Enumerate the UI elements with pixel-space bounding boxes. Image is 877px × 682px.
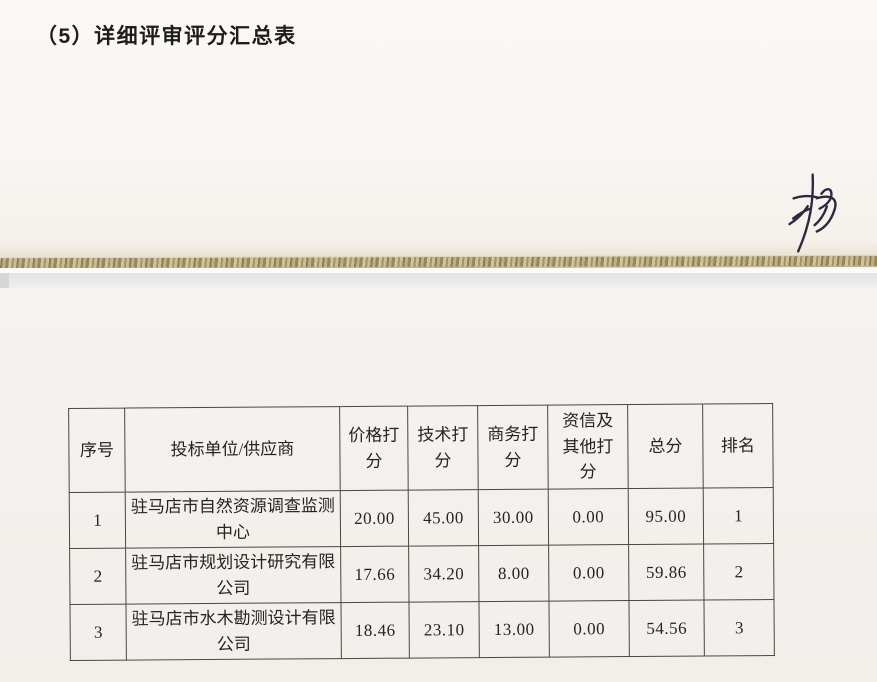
total-score-cell: 54.56 xyxy=(628,600,705,657)
table-row: 2 驻马店市规划设计研究有限公司 17.66 34.20 8.00 0.00 5… xyxy=(69,543,774,605)
page-seam-edge xyxy=(0,254,877,270)
tech-score-cell: 34.20 xyxy=(408,545,479,603)
page-seam-highlight xyxy=(0,268,877,273)
total-score-cell: 59.86 xyxy=(628,544,704,601)
supplier-cell: 驻马店市规划设计研究有限公司 xyxy=(125,546,341,605)
table-row: 3 驻马店市水木勘测设计有限公司 18.46 23.10 13.00 0.00 … xyxy=(69,599,775,661)
credit-other-score-cell: 0.00 xyxy=(548,488,629,546)
price-score-cell: 20.00 xyxy=(340,490,409,547)
header-tech-score: 技术打分 xyxy=(407,405,479,491)
business-score-cell: 13.00 xyxy=(478,601,550,658)
row-no-cell: 3 xyxy=(69,604,127,661)
header-price-score: 价格打分 xyxy=(339,406,409,491)
rank-cell: 3 xyxy=(703,599,775,657)
supplier-cell: 驻马店市自然资源调查监测中心 xyxy=(125,490,341,549)
signature-ink-strokes xyxy=(788,173,837,253)
score-summary-table: 序号 投标单位/供应商 价格打分 技术打分 商务打分 资信及其他打分 总分 排名… xyxy=(68,403,775,661)
rank-cell: 2 xyxy=(703,543,774,601)
credit-other-score-cell: 0.00 xyxy=(548,600,630,658)
table-header-row: 序号 投标单位/供应商 价格打分 技术打分 商务打分 资信及其他打分 总分 排名 xyxy=(68,403,774,493)
page-seam-notch xyxy=(0,273,9,288)
price-score-cell: 17.66 xyxy=(340,546,409,603)
rank-cell: 1 xyxy=(703,487,774,545)
row-no-cell: 1 xyxy=(69,492,126,549)
handwritten-signature: 杨 xyxy=(778,162,849,265)
header-business-score: 商务打分 xyxy=(477,405,549,490)
header-credit-other-label: 资信及其他打分 xyxy=(562,411,614,482)
price-score-cell: 18.46 xyxy=(340,602,410,659)
upper-sheet: （5）详细评审评分汇总表 杨 xyxy=(0,0,877,257)
lower-sheet: 序号 投标单位/供应商 价格打分 技术打分 商务打分 资信及其他打分 总分 排名… xyxy=(0,288,877,682)
table-row: 1 驻马店市自然资源调查监测中心 20.00 45.00 30.00 0.00 … xyxy=(69,487,774,549)
page-title: （5）详细评审评分汇总表 xyxy=(36,25,297,48)
credit-other-score-cell: 0.00 xyxy=(548,544,629,602)
header-rank: 排名 xyxy=(702,403,774,489)
tech-score-cell: 23.10 xyxy=(408,601,480,659)
header-total-score: 总分 xyxy=(627,404,704,489)
business-score-cell: 30.00 xyxy=(478,489,549,546)
page-seam-shadow xyxy=(0,273,877,288)
header-no: 序号 xyxy=(68,408,126,493)
supplier-cell: 驻马店市水木勘测设计有限公司 xyxy=(125,602,342,661)
row-no-cell: 2 xyxy=(69,548,126,605)
header-credit-other-score: 资信及其他打分 xyxy=(547,404,629,490)
business-score-cell: 8.00 xyxy=(478,545,549,602)
total-score-cell: 95.00 xyxy=(628,488,704,545)
header-supplier: 投标单位/供应商 xyxy=(124,406,341,493)
tech-score-cell: 45.00 xyxy=(408,489,479,547)
